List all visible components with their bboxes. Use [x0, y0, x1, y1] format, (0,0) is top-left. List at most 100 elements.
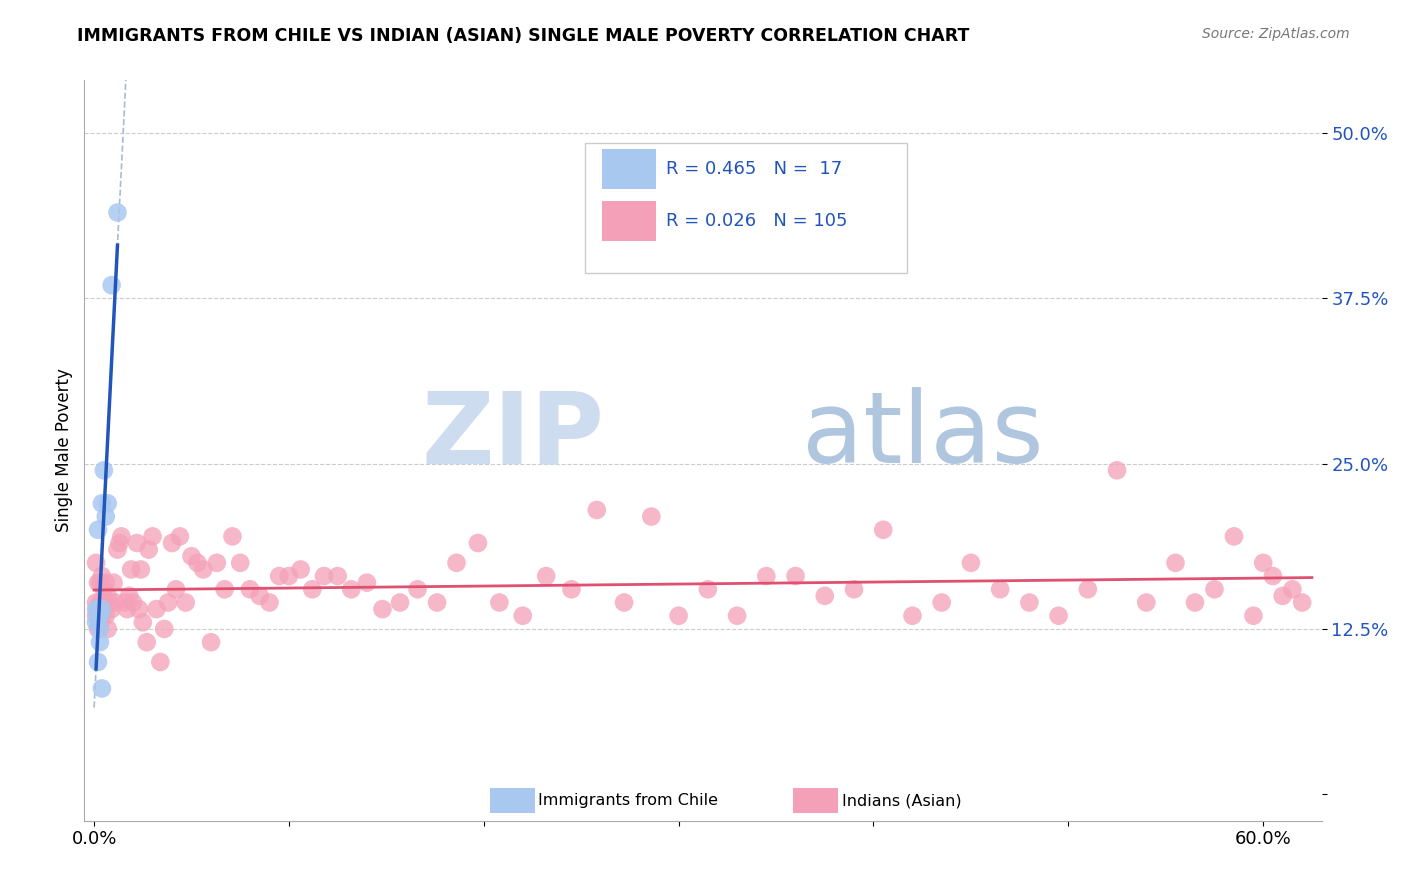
Point	[97, 496, 120, 510]
Point	[98, 595, 121, 609]
Point	[814, 589, 837, 603]
FancyBboxPatch shape	[585, 144, 907, 273]
Point	[193, 562, 215, 576]
Point	[901, 608, 924, 623]
Point	[249, 589, 271, 603]
Point	[145, 602, 167, 616]
FancyBboxPatch shape	[602, 201, 657, 241]
Point	[97, 622, 120, 636]
Point	[239, 582, 262, 597]
Point	[89, 575, 111, 590]
Point	[613, 595, 636, 609]
Point	[785, 569, 807, 583]
Point	[107, 205, 129, 219]
Point	[153, 622, 176, 636]
Point	[87, 608, 110, 623]
Point	[755, 569, 778, 583]
Point	[149, 655, 172, 669]
Point	[988, 582, 1011, 597]
Point	[725, 608, 748, 623]
Point	[1281, 582, 1303, 597]
Point	[534, 569, 557, 583]
Point	[89, 635, 111, 649]
Point	[931, 595, 953, 609]
Point	[278, 569, 301, 583]
Point	[135, 635, 157, 649]
Point	[872, 523, 894, 537]
Point	[87, 602, 110, 616]
Point	[960, 556, 983, 570]
Point	[110, 529, 132, 543]
Point	[1018, 595, 1040, 609]
Point	[180, 549, 202, 564]
Point	[426, 595, 449, 609]
Point	[104, 595, 127, 609]
Point	[585, 503, 607, 517]
Point	[1184, 595, 1206, 609]
Point	[93, 595, 115, 609]
Point	[1105, 463, 1128, 477]
Y-axis label: Single Male Poverty: Single Male Poverty	[55, 368, 73, 533]
Point	[94, 575, 117, 590]
Text: IMMIGRANTS FROM CHILE VS INDIAN (ASIAN) SINGLE MALE POVERTY CORRELATION CHART: IMMIGRANTS FROM CHILE VS INDIAN (ASIAN) …	[77, 27, 970, 45]
Point	[103, 575, 125, 590]
Point	[87, 575, 110, 590]
Point	[1251, 556, 1274, 570]
Point	[89, 608, 111, 623]
Point	[129, 562, 152, 576]
Point	[114, 595, 136, 609]
Point	[312, 569, 335, 583]
Point	[221, 529, 243, 543]
Point	[259, 595, 281, 609]
Point	[668, 608, 690, 623]
Point	[90, 681, 112, 696]
Point	[84, 608, 107, 623]
Point	[186, 556, 208, 570]
Point	[93, 582, 115, 597]
Point	[93, 463, 115, 477]
Point	[100, 602, 122, 616]
Point	[446, 556, 468, 570]
Point	[87, 608, 110, 623]
Point	[696, 582, 718, 597]
Point	[1271, 589, 1294, 603]
Point	[87, 608, 110, 623]
Point	[84, 615, 107, 630]
Point	[560, 582, 582, 597]
Point	[200, 635, 222, 649]
Point	[160, 536, 183, 550]
Point	[214, 582, 236, 597]
Point	[356, 575, 378, 590]
Point	[118, 589, 141, 603]
Point	[640, 509, 662, 524]
Point	[169, 529, 191, 543]
Point	[174, 595, 197, 609]
Point	[1241, 608, 1264, 623]
Point	[371, 602, 394, 616]
Point	[115, 602, 138, 616]
Point	[90, 608, 112, 623]
Text: R = 0.465   N =  17: R = 0.465 N = 17	[666, 161, 842, 178]
Point	[90, 569, 112, 583]
Point	[157, 595, 180, 609]
Point	[290, 562, 312, 576]
Point	[122, 595, 145, 609]
Text: Immigrants from Chile: Immigrants from Chile	[538, 793, 718, 808]
Point	[87, 622, 110, 636]
Point	[488, 595, 510, 609]
Point	[84, 556, 107, 570]
Point	[94, 608, 117, 623]
Point	[128, 602, 150, 616]
Point	[1047, 608, 1070, 623]
Point	[90, 496, 112, 510]
Point	[1291, 595, 1313, 609]
Point	[326, 569, 349, 583]
Point	[389, 595, 412, 609]
Point	[108, 536, 131, 550]
Point	[842, 582, 865, 597]
Point	[1164, 556, 1187, 570]
Point	[97, 589, 120, 603]
Point	[301, 582, 323, 597]
Point	[138, 542, 160, 557]
Text: ZIP: ZIP	[422, 387, 605, 484]
